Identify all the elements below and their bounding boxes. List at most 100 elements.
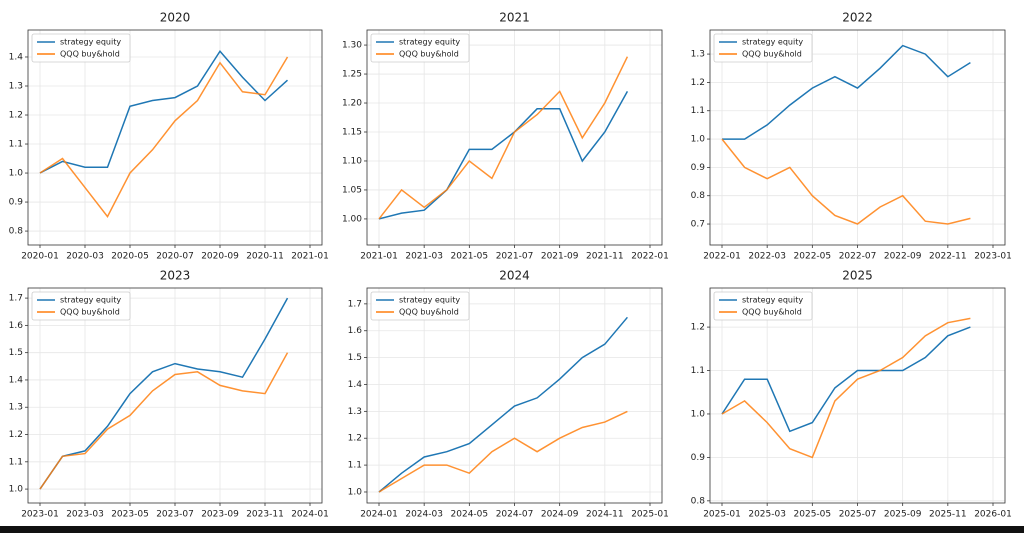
x-tick-label: 2020-03 xyxy=(66,252,104,262)
axes-frame xyxy=(709,287,1006,504)
legend-label: strategy equity xyxy=(60,38,121,47)
y-tick-label: 1.4 xyxy=(9,375,24,385)
axes-frame xyxy=(27,29,323,246)
series-line xyxy=(378,410,628,493)
y-tick-label: 1.20 xyxy=(342,99,362,109)
y-tick-label: 1.0 xyxy=(9,485,24,495)
y-tick-label: 1.1 xyxy=(9,140,23,150)
y-tick-label: 1.2 xyxy=(9,111,23,121)
x-tick-label: 2025-07 xyxy=(839,510,877,520)
legend-label: strategy equity xyxy=(399,38,460,47)
y-tick-label: 1.0 xyxy=(9,169,24,179)
y-tick-label: 0.9 xyxy=(691,453,706,463)
series-line xyxy=(722,44,971,140)
x-tick-label: 2024-11 xyxy=(586,510,624,520)
x-tick-label: 2021-03 xyxy=(405,252,443,262)
legend-label: QQQ buy&hold xyxy=(742,308,802,317)
legend-box xyxy=(370,33,470,63)
x-tick-label: 2025-03 xyxy=(748,510,786,520)
bottom-bar xyxy=(0,526,1024,533)
axes-frame xyxy=(27,287,323,504)
chart-title: 2021 xyxy=(499,11,530,25)
x-tick-label: 2026-01 xyxy=(974,510,1012,520)
x-tick-label: 2025-11 xyxy=(929,510,967,520)
y-tick-label: 1.2 xyxy=(691,323,705,333)
y-tick-label: 1.1 xyxy=(9,457,23,467)
y-tick-label: 1.3 xyxy=(9,81,23,91)
y-tick-label: 1.5 xyxy=(9,348,23,358)
legend-label: strategy equity xyxy=(399,296,460,305)
y-tick-label: 1.05 xyxy=(342,185,362,195)
axes-frame xyxy=(709,29,1006,246)
series-line xyxy=(378,91,629,220)
y-tick-label: 1.3 xyxy=(348,407,362,417)
legend-label: strategy equity xyxy=(742,296,803,305)
x-tick-label: 2023-11 xyxy=(246,510,284,520)
y-tick-label: 0.9 xyxy=(691,163,706,173)
x-tick-label: 2023-05 xyxy=(111,510,149,520)
x-tick-label: 2024-03 xyxy=(405,510,443,520)
y-tick-label: 1.4 xyxy=(348,380,363,390)
legend-label: QQQ buy&hold xyxy=(399,50,459,59)
series-line xyxy=(39,297,289,490)
legend-label: QQQ buy&hold xyxy=(399,308,459,317)
x-tick-label: 2020-07 xyxy=(156,252,194,262)
x-tick-label: 2025-09 xyxy=(884,510,922,520)
x-tick-label: 2024-09 xyxy=(541,510,579,520)
x-tick-label: 2022-09 xyxy=(884,252,922,262)
y-tick-label: 1.2 xyxy=(348,434,362,444)
legend-label: strategy equity xyxy=(742,38,803,47)
y-tick-label: 1.3 xyxy=(9,403,23,413)
x-tick-label: 2022-01 xyxy=(631,252,669,262)
legend-label: strategy equity xyxy=(60,296,121,305)
x-tick-label: 2024-05 xyxy=(451,510,489,520)
y-tick-label: 1.3 xyxy=(691,50,705,60)
x-tick-label: 2021-09 xyxy=(541,252,579,262)
x-tick-label: 2022-07 xyxy=(839,252,877,262)
series-line xyxy=(721,326,971,433)
series-line xyxy=(378,316,628,493)
legend-label: QQQ buy&hold xyxy=(60,308,120,317)
x-tick-label: 2023-01 xyxy=(974,252,1012,262)
x-tick-label: 2023-03 xyxy=(66,510,104,520)
y-tick-label: 1.1 xyxy=(348,461,362,471)
x-tick-label: 2020-01 xyxy=(21,252,59,262)
x-tick-label: 2021-01 xyxy=(360,252,398,262)
x-tick-label: 2024-01 xyxy=(291,510,329,520)
y-tick-label: 1.00 xyxy=(342,214,362,224)
legend-box xyxy=(713,33,813,63)
axes-frame xyxy=(366,29,663,246)
x-tick-label: 2020-05 xyxy=(111,252,149,262)
chart-title: 2025 xyxy=(842,269,873,283)
x-tick-label: 2025-05 xyxy=(794,510,832,520)
y-tick-label: 1.6 xyxy=(348,326,363,336)
chart-title: 2024 xyxy=(499,269,530,283)
y-tick-label: 1.0 xyxy=(348,487,363,497)
x-tick-label: 2022-11 xyxy=(929,252,967,262)
y-tick-label: 1.7 xyxy=(9,294,23,304)
series-line xyxy=(378,56,629,220)
y-tick-label: 0.9 xyxy=(9,198,24,208)
x-tick-label: 2021-01 xyxy=(291,252,329,262)
y-tick-label: 1.30 xyxy=(342,41,362,51)
x-tick-label: 2021-05 xyxy=(451,252,489,262)
y-tick-label: 1.5 xyxy=(348,353,362,363)
y-tick-label: 1.1 xyxy=(691,106,705,116)
legend-label: QQQ buy&hold xyxy=(60,50,120,59)
legend-box xyxy=(713,291,813,321)
x-tick-label: 2022-01 xyxy=(703,252,741,262)
series-line xyxy=(39,49,289,174)
x-tick-label: 2020-11 xyxy=(246,252,284,262)
y-tick-label: 1.15 xyxy=(342,127,362,137)
y-tick-label: 1.7 xyxy=(348,299,362,309)
y-tick-label: 1.0 xyxy=(691,409,706,419)
x-tick-label: 2023-07 xyxy=(156,510,194,520)
y-tick-label: 1.6 xyxy=(9,321,24,331)
x-tick-label: 2021-11 xyxy=(586,252,624,262)
x-tick-label: 2022-03 xyxy=(748,252,786,262)
x-tick-label: 2025-01 xyxy=(703,510,741,520)
y-tick-label: 1.0 xyxy=(691,135,706,145)
x-tick-label: 2021-07 xyxy=(496,252,534,262)
